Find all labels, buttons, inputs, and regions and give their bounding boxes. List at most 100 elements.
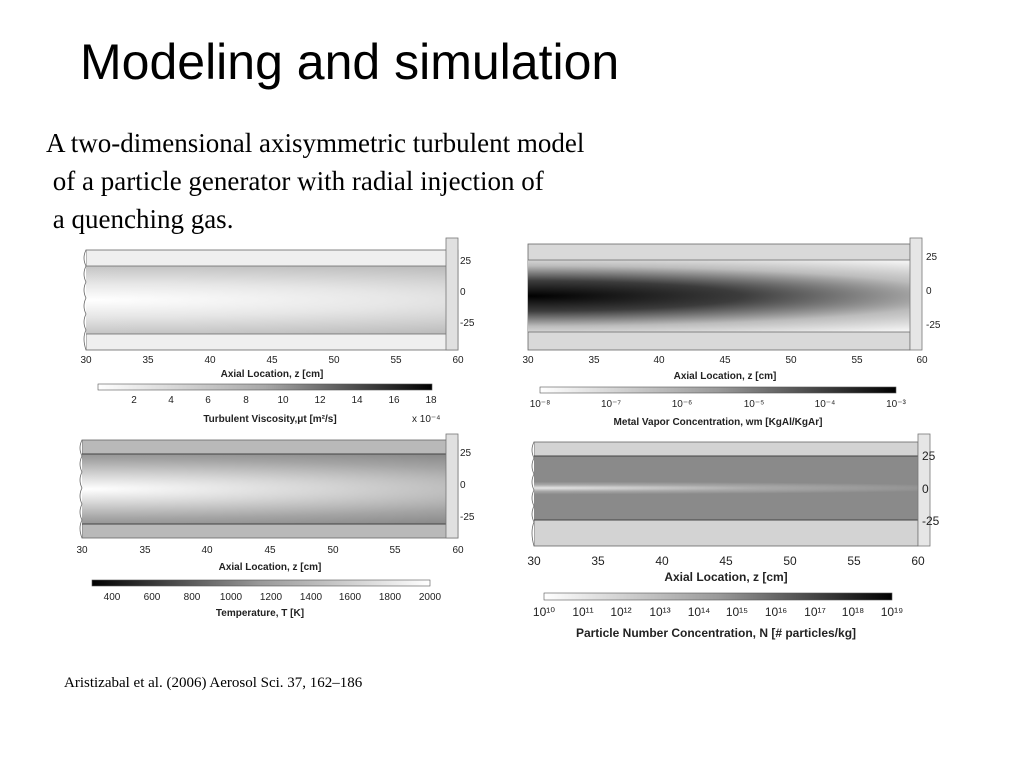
x-tick: 60 [911,554,925,568]
metal-vapor-figure: 30 35 40 45 50 55 60 25 0 -25 Axial Loca… [522,237,941,428]
contour-plot-area [83,237,459,351]
temperature-panel: 30 35 40 45 50 55 60 25 0 -25 Axial Loca… [60,432,500,622]
colorbar-multiplier: x 10⁻⁴ [412,414,440,425]
y-tick: -25 [926,320,941,331]
y-tick: -25 [460,512,475,523]
x-tick: 40 [653,355,665,366]
intro-line-3: a quenching gas. [46,204,234,234]
colorbar-tick: 10¹⁰ [533,605,555,619]
colorbar-tick: 1400 [300,592,323,603]
x-tick: 40 [204,355,216,366]
colorbar-tick: 2000 [419,592,442,603]
colorbar-tick: 10⁻⁴ [815,399,836,410]
x-tick: 40 [655,554,669,568]
colorbar-tick: 10¹⁴ [688,605,711,619]
colorbar-tick: 2 [131,395,137,406]
colorbar: 10⁻⁸ 10⁻⁷ 10⁻⁶ 10⁻⁵ 10⁻⁴ 10⁻³ Metal Vapo… [530,386,907,428]
particle-number-figure: 30 35 40 45 50 55 60 25 0 -25 Axial Loca… [527,433,940,640]
x-axis-ticks: 30 35 40 45 50 55 60 [522,355,928,366]
turbulent-viscosity-panel: 30 35 40 45 50 55 60 25 0 -25 Axial Loca… [60,236,500,436]
x-tick: 35 [588,355,600,366]
x-tick: 45 [264,545,276,556]
colorbar-tick: 400 [104,592,121,603]
colorbar-tick: 10⁻⁷ [601,399,621,410]
x-tick: 35 [139,545,151,556]
colorbar: 10¹⁰ 10¹¹ 10¹² 10¹³ 10¹⁴ 10¹⁵ 10¹⁶ 10¹⁷ … [533,592,903,640]
x-tick: 50 [785,355,797,366]
turbulent-viscosity-figure: 30 35 40 45 50 55 60 25 0 -25 Axial Loca… [80,237,475,425]
y-tick: 0 [922,482,929,496]
x-tick: 55 [851,355,863,366]
x-tick: 50 [783,554,797,568]
x-tick: 30 [80,355,92,366]
slide-title: Modeling and simulation [80,34,620,90]
temperature-figure: 30 35 40 45 50 55 60 25 0 -25 Axial Loca… [76,433,475,619]
x-axis-label: Axial Location, z [cm] [664,570,787,584]
x-tick: 50 [328,355,340,366]
colorbar-tick: 600 [144,592,161,603]
colorbar-tick: 10¹⁶ [765,605,787,619]
x-axis-label: Axial Location, z [cm] [221,369,324,380]
y-tick: -25 [922,514,940,528]
x-tick: 30 [522,355,534,366]
x-tick: 55 [847,554,861,568]
x-tick: 60 [452,355,464,366]
x-tick: 60 [452,545,464,556]
intro-text: A two-dimensional axisymmetric turbulent… [46,124,584,238]
y-tick: 0 [926,286,932,297]
x-tick: 50 [327,545,339,556]
intro-line-1: A two-dimensional axisymmetric turbulent… [46,128,585,158]
colorbar-label: Particle Number Concentration, N [# part… [576,626,856,640]
colorbar-tick: 4 [168,395,174,406]
y-tick: 0 [460,287,466,298]
colorbar-tick: 800 [184,592,201,603]
x-axis-ticks: 30 35 40 45 50 55 60 [76,545,464,556]
colorbar-tick: 10¹³ [649,605,670,619]
y-tick: 25 [460,448,472,459]
y-axis-ticks: 25 0 -25 [922,449,940,528]
colorbar-tick: 10⁻⁸ [530,399,551,410]
x-axis-ticks: 30 35 40 45 50 55 60 [527,554,925,568]
citation: Aristizabal et al. (2006) Aerosol Sci. 3… [64,675,363,691]
colorbar-tick: 10¹¹ [572,605,593,619]
colorbar-label: Turbulent Viscosity,μt [m²/s] [203,414,336,425]
y-axis-ticks: 25 0 -25 [460,256,475,329]
colorbar-tick: 10⁻³ [886,399,906,410]
colorbar-tick: 18 [425,395,437,406]
x-tick: 55 [389,545,401,556]
x-tick: 60 [916,355,928,366]
colorbar-tick: 1800 [379,592,402,603]
colorbar-label: Metal Vapor Concentration, wm [KgAl/KgAr… [614,417,823,428]
colorbar-tick: 1000 [220,592,243,603]
colorbar-tick: 10¹⁷ [804,605,826,619]
y-tick: 25 [926,252,938,263]
y-axis-ticks: 25 0 -25 [460,448,475,523]
colorbar-tick: 6 [205,395,211,406]
intro-line-2: of a particle generator with radial inje… [46,166,544,196]
x-tick: 35 [591,554,605,568]
colorbar: 2 4 6 8 10 12 14 16 18 Turbulent Viscosi… [97,383,440,425]
y-axis-ticks: 25 0 -25 [926,252,941,331]
colorbar-tick: 12 [314,395,326,406]
y-tick: 25 [922,449,936,463]
colorbar-tick: 10¹⁸ [842,605,864,619]
colorbar-tick: 10¹⁵ [726,605,748,619]
colorbar-tick: 10⁻⁵ [744,399,765,410]
y-tick: 0 [460,480,466,491]
metal-vapor-panel: 30 35 40 45 50 55 60 25 0 -25 Axial Loca… [502,236,962,436]
colorbar: 400 600 800 1000 1200 1400 1600 1800 200… [91,579,442,619]
y-tick: 25 [460,256,472,267]
x-axis-label: Axial Location, z [cm] [219,562,322,573]
colorbar-tick: 1600 [339,592,362,603]
colorbar-tick: 8 [243,395,249,406]
contour-plot-area [527,237,923,351]
y-tick: -25 [460,318,475,329]
x-tick: 45 [719,355,731,366]
contour-plot-area [79,433,459,539]
colorbar-tick: 10¹² [610,605,631,619]
colorbar-tick: 1200 [260,592,283,603]
colorbar-tick: 16 [388,395,400,406]
x-tick: 30 [76,545,88,556]
x-axis-ticks: 30 35 40 45 50 55 60 [80,355,464,366]
colorbar-label: Temperature, T [K] [216,608,304,619]
